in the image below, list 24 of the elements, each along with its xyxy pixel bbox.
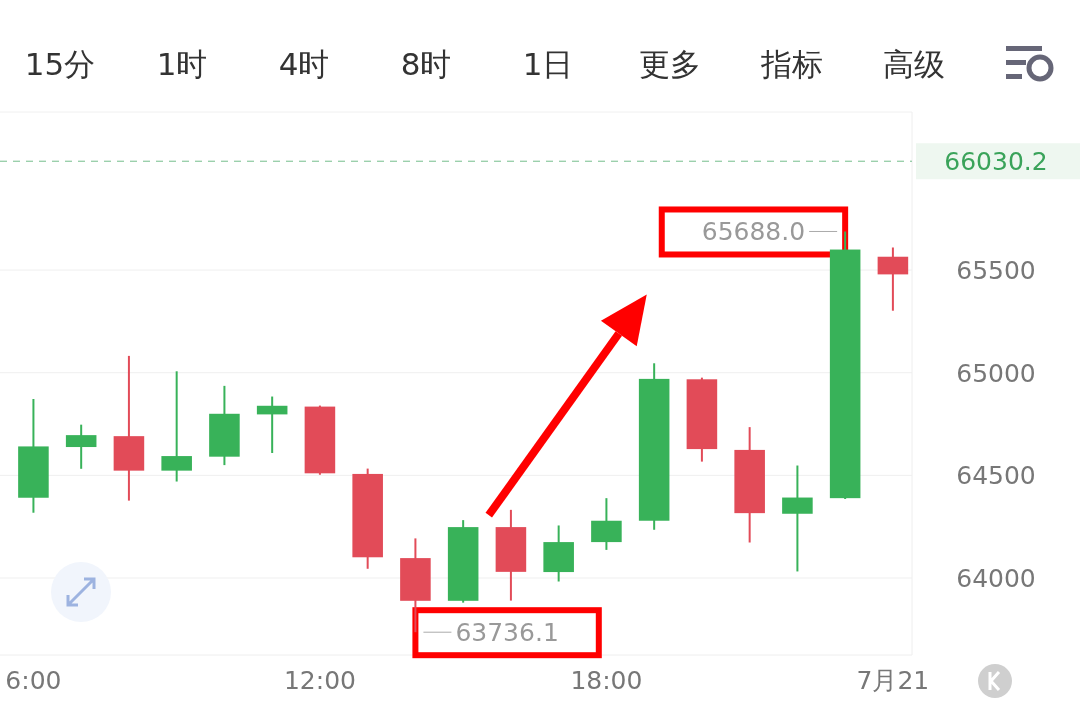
y-tick-label: 65000 — [956, 358, 1036, 388]
candlestick — [256, 395, 288, 454]
annotation: 63736.1 — [455, 618, 559, 648]
text: 更多 — [639, 46, 701, 82]
text: 4时 — [278, 46, 330, 82]
candlestick — [161, 370, 192, 483]
x-tick-label: 12:00 — [283, 666, 356, 695]
annotation: 65688.0 — [701, 217, 838, 247]
text: 8时 — [400, 46, 452, 82]
x-tick-label: 18:00 — [570, 666, 643, 695]
annotation: 63736.1 — [422, 618, 559, 648]
text: 1日 — [522, 46, 574, 82]
candlestick — [782, 464, 813, 573]
text: 指标 — [760, 46, 823, 82]
ref-line-label: 66030.2 — [944, 147, 1048, 177]
text: 高级 — [883, 46, 945, 82]
x-tick-label: 7月21 — [856, 666, 930, 695]
y-tick-label: 65500 — [956, 256, 1036, 286]
text: 15分 — [24, 46, 96, 82]
annotation: 65688.0 — [701, 217, 806, 247]
text: 1时 — [156, 46, 208, 82]
y-tick-label: 64500 — [956, 461, 1036, 491]
y-tick-label: 64000 — [956, 564, 1036, 594]
x-tick-label: 6:00 — [5, 666, 62, 695]
